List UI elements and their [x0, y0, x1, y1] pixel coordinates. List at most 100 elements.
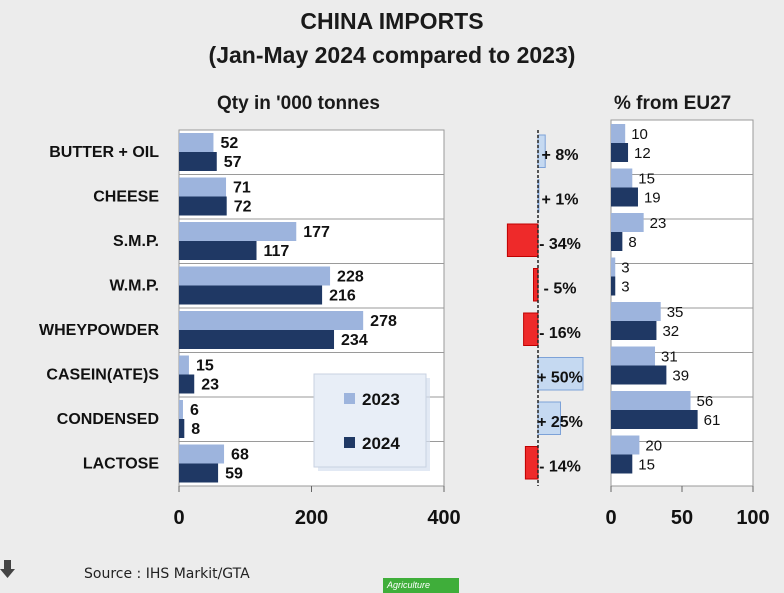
eu-label-2024: 32: [662, 323, 679, 340]
eu-label-2023: 10: [631, 126, 648, 143]
eu-bar-2023: [611, 302, 661, 321]
eu-bar-2023: [611, 391, 691, 410]
eu-bar-2024: [611, 232, 623, 251]
eu-bar-2024: [611, 410, 698, 429]
x-tick-label: 400: [427, 507, 460, 529]
category-label: CHEESE: [93, 189, 159, 206]
change-bar-positive: [537, 357, 584, 391]
eu-tick-label: 100: [736, 507, 769, 529]
data-label-2024: 72: [234, 199, 252, 216]
eu-bar-2023: [611, 124, 626, 143]
change-label: + 1%: [542, 192, 579, 209]
bar-2023: [179, 444, 225, 464]
qty-panel-title: Qty in '000 tonnes: [217, 93, 380, 114]
chart-title: CHINA IMPORTS: [300, 8, 484, 34]
x-tick-label: 200: [295, 507, 328, 529]
data-label-2023: 228: [337, 269, 364, 286]
eu-label-2024: 19: [644, 190, 661, 207]
bar-2023: [179, 133, 214, 152]
category-label: LACTOSE: [83, 456, 159, 473]
eu-label-2023: 56: [697, 393, 714, 410]
bar-2023: [179, 355, 189, 375]
data-label-2024: 117: [264, 243, 290, 260]
bar-2024: [179, 241, 257, 260]
eu-label-2023: 15: [638, 171, 655, 188]
eu-label-2024: 3: [621, 279, 629, 296]
category-label: W.M.P.: [110, 278, 160, 295]
bar-2024: [179, 285, 323, 305]
footer-tag: Agriculture: [383, 578, 459, 593]
legend-swatch-2024: [344, 437, 355, 448]
category-label: CONDENSED: [57, 411, 159, 428]
eu-tick-label: 50: [671, 507, 693, 529]
bar-2024: [179, 196, 227, 216]
legend-label-2023: 2023: [362, 390, 400, 409]
category-label: BUTTER + OIL: [49, 144, 159, 161]
eu-bar-2024: [611, 454, 633, 474]
eu-panel-title: % from EU27: [614, 93, 732, 114]
change-bar-negative: [524, 446, 539, 480]
eu-bar-2023: [611, 168, 633, 188]
change-label: - 5%: [544, 281, 577, 298]
eu-label-2024: 12: [634, 145, 651, 162]
data-label-2023: 71: [233, 180, 251, 197]
eu-label-2024: 61: [704, 412, 721, 429]
data-label-2023: 6: [190, 402, 199, 419]
eu-bar-2024: [611, 365, 667, 385]
legend-swatch-2023: [344, 393, 355, 404]
bar-2024: [179, 330, 335, 349]
legend-box: [313, 373, 427, 468]
x-tick-label: 0: [173, 507, 184, 529]
eu-label-2024: 8: [628, 234, 636, 251]
data-label-2023: 15: [196, 358, 214, 375]
change-label: + 50%: [537, 370, 583, 387]
eu-bar-2024: [611, 321, 657, 340]
source-note: Source : IHS Markit/GTA: [84, 566, 250, 582]
eu-bar-2023: [611, 435, 640, 455]
change-bar-negative: [523, 312, 539, 346]
category-label: S.M.P.: [113, 233, 159, 250]
data-label-2024: 23: [201, 377, 219, 394]
bar-2023: [179, 222, 297, 241]
change-label: + 25%: [537, 414, 583, 431]
change-label: - 14%: [539, 459, 581, 476]
change-bar-negative: [506, 223, 539, 257]
legend-label-2024: 2024: [362, 434, 400, 453]
eu-bar-2023: [611, 257, 616, 277]
category-label: WHEYPOWDER: [39, 322, 159, 339]
bar-2023: [179, 177, 227, 197]
down-arrow-icon: [0, 560, 16, 587]
change-label: - 16%: [539, 325, 581, 342]
eu-label-2023: 35: [667, 304, 684, 321]
bar-2024: [179, 152, 217, 171]
category-label: CASEIN(ATE)S: [46, 367, 159, 384]
data-label-2024: 8: [191, 421, 200, 438]
bar-2024: [179, 419, 185, 438]
data-label-2023: 68: [231, 447, 249, 464]
eu-label-2023: 23: [650, 215, 667, 232]
bar-2023: [179, 311, 364, 330]
data-label-2023: 177: [303, 224, 330, 241]
eu-label-2023: 3: [621, 260, 629, 277]
eu-label-2023: 31: [661, 349, 678, 366]
change-label: - 34%: [539, 236, 581, 253]
data-label-2023: 278: [370, 313, 397, 330]
chart-subtitle: (Jan-May 2024 compared to 2023): [208, 42, 576, 68]
bar-2023: [179, 266, 331, 286]
data-label-2024: 216: [329, 288, 356, 305]
data-label-2024: 57: [224, 154, 242, 171]
eu-bar-2023: [611, 213, 644, 232]
eu-bar-2023: [611, 346, 656, 366]
eu-label-2024: 39: [672, 368, 689, 385]
data-label-2023: 52: [220, 135, 238, 152]
change-bar-positive: [537, 401, 561, 435]
eu-tick-label: 0: [605, 507, 616, 529]
bar-2024: [179, 463, 219, 483]
data-label-2024: 234: [341, 332, 368, 349]
change-bar-negative: [533, 268, 539, 302]
eu-bar-2024: [611, 187, 638, 207]
bar-2023: [179, 400, 183, 419]
bar-2024: [179, 374, 195, 394]
eu-bar-2024: [611, 143, 629, 162]
